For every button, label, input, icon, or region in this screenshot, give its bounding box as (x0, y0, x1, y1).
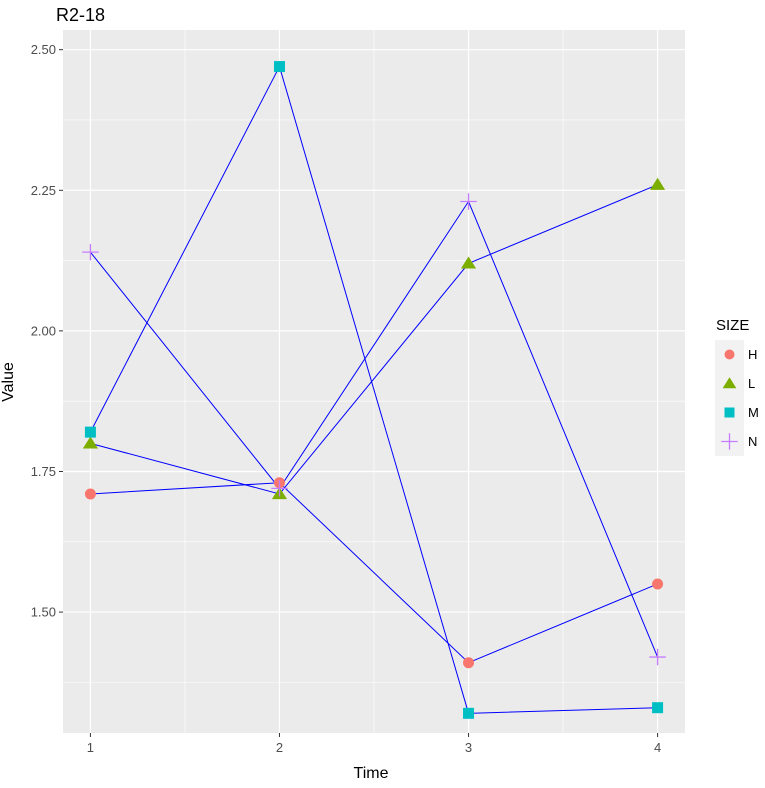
x-tick-label: 1 (87, 740, 94, 755)
y-tick-label: 1.75 (31, 464, 56, 479)
x-axis-title: Time (354, 765, 389, 782)
y-axis-title: Value (0, 362, 17, 402)
legend-key-h (724, 349, 735, 360)
series-points (82, 61, 666, 719)
data-point-h (84, 488, 96, 500)
data-point-h (463, 657, 475, 669)
x-tick-label: 2 (276, 740, 283, 755)
legend-key-n (721, 433, 738, 450)
legend-label: N (748, 434, 757, 449)
data-point-m (652, 702, 664, 714)
legend-title: SIZE (716, 317, 749, 334)
y-tick-label: 2.25 (31, 183, 56, 198)
x-tick-label: 3 (465, 740, 472, 755)
data-point-n (460, 193, 477, 210)
data-point-n (271, 480, 288, 497)
data-point-m (84, 426, 96, 438)
x-tick-label: 4 (654, 740, 661, 755)
minor-gridlines (63, 30, 685, 733)
y-axis: 1.50 1.75 2.00 2.25 2.50 (31, 42, 63, 620)
data-point-h (652, 578, 664, 590)
x-axis: 1 2 3 4 (87, 733, 661, 755)
data-point-n (82, 243, 99, 261)
data-point-n (649, 648, 666, 666)
chart-title: R2-18 (56, 5, 105, 25)
series-line-l (90, 184, 658, 495)
series-line-h (90, 482, 658, 664)
y-tick-label: 1.50 (31, 605, 56, 620)
data-point-l (460, 256, 477, 269)
data-point-l (650, 177, 666, 190)
data-point-m (463, 707, 475, 719)
data-point-m (273, 61, 285, 73)
legend-key-m (724, 407, 735, 418)
legend-label: M (748, 405, 759, 420)
y-tick-label: 2.50 (31, 42, 56, 57)
legend-label: L (748, 376, 755, 391)
data-point-l (82, 436, 98, 449)
legend-label: H (748, 347, 757, 362)
series-line-n (90, 200, 659, 658)
series-lines (89, 65, 659, 714)
legend-key-l (722, 377, 737, 389)
y-tick-label: 2.00 (31, 323, 56, 338)
major-gridlines (63, 30, 685, 733)
series-line-m (89, 65, 658, 714)
